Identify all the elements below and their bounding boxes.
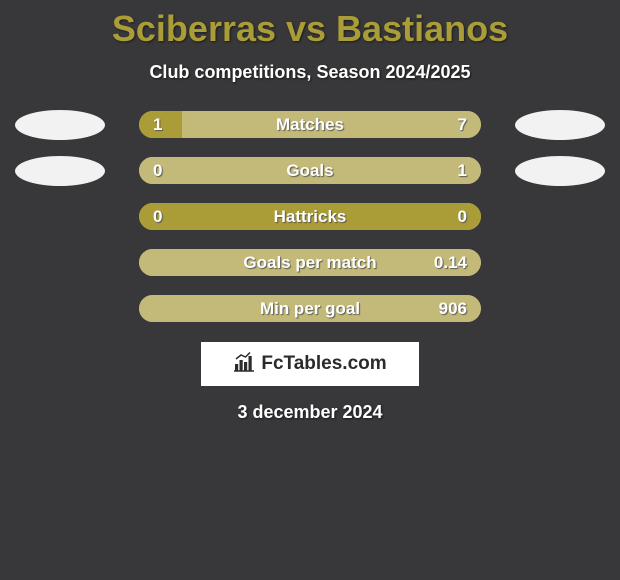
page-subtitle: Club competitions, Season 2024/2025 — [0, 62, 620, 83]
comparison-rows: Matches17 Goals01 Hattricks00 Goals per mat… — [0, 111, 620, 322]
logo-text: FcTables.com — [261, 353, 386, 375]
page-title: Sciberras vs Bastianos — [0, 0, 620, 50]
logo-box: FcTables.com — [201, 342, 419, 386]
comparison-row: Goals per match0.14 — [0, 249, 620, 276]
bar-right-fill — [139, 157, 481, 184]
bar: Matches17 — [139, 111, 481, 138]
bar-right-fill — [182, 111, 481, 138]
date-text: 3 december 2024 — [0, 402, 620, 423]
avatar-right — [515, 110, 605, 140]
comparison-row: Hattricks00 — [0, 203, 620, 230]
bar: Hattricks00 — [139, 203, 481, 230]
bar-left-fill — [139, 111, 182, 138]
comparison-row: Goals01 — [0, 157, 620, 184]
comparison-row: Min per goal906 — [0, 295, 620, 322]
avatar-left — [15, 110, 105, 140]
bar-right-fill — [139, 295, 481, 322]
chart-icon — [233, 352, 255, 377]
bar-left-fill — [139, 203, 481, 230]
bar: Goals01 — [139, 157, 481, 184]
avatar-right — [515, 156, 605, 186]
avatar-left — [15, 156, 105, 186]
comparison-row: Matches17 — [0, 111, 620, 138]
bar: Goals per match0.14 — [139, 249, 481, 276]
bar-right-fill — [139, 249, 481, 276]
bar: Min per goal906 — [139, 295, 481, 322]
